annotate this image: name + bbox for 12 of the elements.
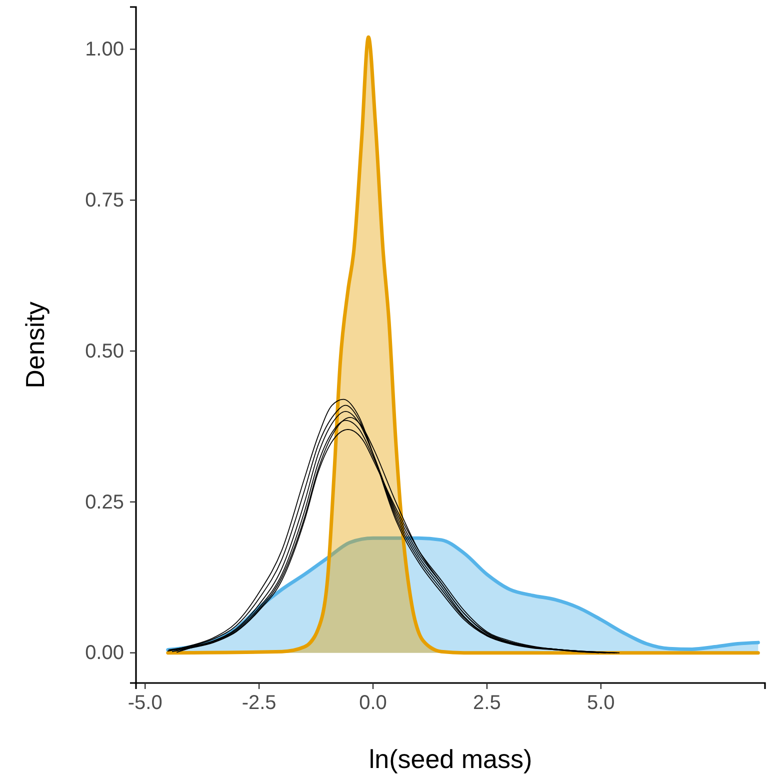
y-tick-label: 0.50	[85, 340, 124, 362]
y-axis-title: Density	[20, 302, 50, 388]
x-tick-label: -5.0	[128, 692, 162, 714]
x-tick-label: 0.0	[359, 692, 387, 714]
y-tick-label: 0.75	[85, 190, 124, 212]
x-axis-title: ln(seed mass)	[368, 744, 532, 774]
y-tick-label: 0.25	[85, 491, 124, 514]
y-tick-label: 1.00	[85, 38, 124, 61]
x-tick-label: -2.5	[242, 692, 276, 714]
y-tick-label: 0.00	[85, 642, 124, 664]
x-tick-label: 2.5	[473, 692, 501, 714]
x-tick-label: 5.0	[587, 692, 615, 714]
